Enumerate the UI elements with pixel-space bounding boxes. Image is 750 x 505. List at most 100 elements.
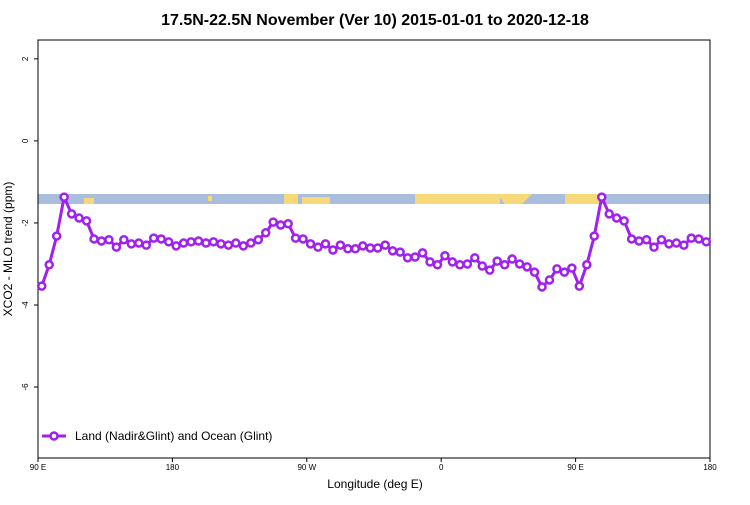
data-point <box>514 259 525 269</box>
data-point <box>552 264 562 274</box>
data-point <box>492 256 502 266</box>
data-point <box>365 243 376 253</box>
data-point <box>544 275 555 285</box>
data-point <box>305 239 316 249</box>
data-point <box>402 253 413 263</box>
data-point <box>201 238 211 248</box>
data-point <box>193 236 204 246</box>
y-tick-label: -2 <box>21 219 30 227</box>
data-point <box>290 233 301 243</box>
data-point <box>358 241 368 251</box>
data-point <box>484 265 495 275</box>
x-tick-label: 90 W <box>297 463 316 472</box>
data-point <box>51 231 62 241</box>
y-tick-label: -4 <box>21 301 30 309</box>
data-point <box>134 238 144 248</box>
data-point <box>477 261 488 271</box>
data-point <box>372 243 383 253</box>
data-point <box>455 260 465 270</box>
data-point <box>634 236 644 246</box>
data-point <box>604 209 614 219</box>
data-point <box>611 213 622 223</box>
data-point <box>656 235 667 245</box>
data-point <box>649 242 659 252</box>
data-point <box>104 235 114 245</box>
plot-frame <box>37 39 711 459</box>
x-tick-label: 180 <box>166 463 180 472</box>
data-point <box>567 263 577 273</box>
data-point <box>208 237 219 247</box>
data-point <box>440 251 450 261</box>
data-point <box>596 192 607 202</box>
x-tick-label: 0 <box>439 463 444 472</box>
data-point <box>156 234 166 244</box>
data-point <box>74 213 84 223</box>
data-point <box>44 260 54 270</box>
data-point <box>664 239 674 249</box>
data-point <box>260 228 271 238</box>
data-point <box>395 247 405 257</box>
data-point <box>387 246 398 256</box>
y-axis-label: XCO2 - MLO trend (ppm) <box>1 182 15 317</box>
x-tick-label: 90 E <box>567 463 583 472</box>
data-point <box>582 260 592 270</box>
data-point <box>148 233 159 243</box>
data-point <box>447 257 458 267</box>
y-tick-label: 0 <box>21 138 30 143</box>
data-point <box>268 217 278 227</box>
data-point <box>470 253 480 263</box>
data-point <box>522 262 532 272</box>
data-point <box>589 231 600 241</box>
data-point <box>559 267 570 277</box>
data-point <box>619 216 629 226</box>
data-point <box>425 257 435 267</box>
data-point <box>36 281 47 291</box>
data-point <box>163 237 174 247</box>
data-point <box>343 244 353 254</box>
data-point <box>246 238 256 248</box>
data-point <box>641 235 652 245</box>
data-point <box>313 242 323 252</box>
data-point <box>238 241 249 251</box>
data-point <box>686 233 697 243</box>
x-axis-label: Longitude (deg E) <box>327 477 422 491</box>
data-point <box>298 234 308 244</box>
data-point <box>671 238 682 248</box>
data-point <box>216 239 226 249</box>
data-point <box>171 241 181 251</box>
data-point <box>111 242 122 252</box>
data-point <box>410 252 420 262</box>
y-tick-label: -6 <box>21 383 30 391</box>
data-point <box>432 260 443 270</box>
land-ocean-strip <box>38 194 710 204</box>
data-point <box>141 240 152 250</box>
data-point <box>59 192 69 202</box>
data-point <box>499 260 510 270</box>
data-point <box>328 245 338 255</box>
legend-marker <box>49 431 59 441</box>
data-point <box>507 254 517 264</box>
data-point <box>701 237 712 247</box>
data-point <box>335 240 346 250</box>
data-point <box>380 240 390 250</box>
chart-title: 17.5N-22.5N November (Ver 10) 2015-01-01… <box>161 12 589 29</box>
data-point <box>574 281 585 291</box>
data-point <box>417 248 428 258</box>
x-tick-label: 180 <box>703 463 717 472</box>
legend-label: Land (Nadir&Glint) and Ocean (Glint) <box>75 429 272 443</box>
data-point <box>186 237 196 247</box>
data-point <box>66 209 77 219</box>
y-tick-label: 2 <box>21 56 30 61</box>
data-point <box>350 244 361 254</box>
data-point <box>529 267 540 277</box>
x-tick-label: 90 E <box>30 463 46 472</box>
data-point <box>119 235 129 245</box>
data-point <box>81 216 92 226</box>
data-point <box>126 239 137 249</box>
data-point <box>253 235 264 245</box>
data-point <box>89 234 99 244</box>
data-point <box>537 282 547 292</box>
data-point <box>223 240 234 250</box>
data-point <box>275 220 286 230</box>
